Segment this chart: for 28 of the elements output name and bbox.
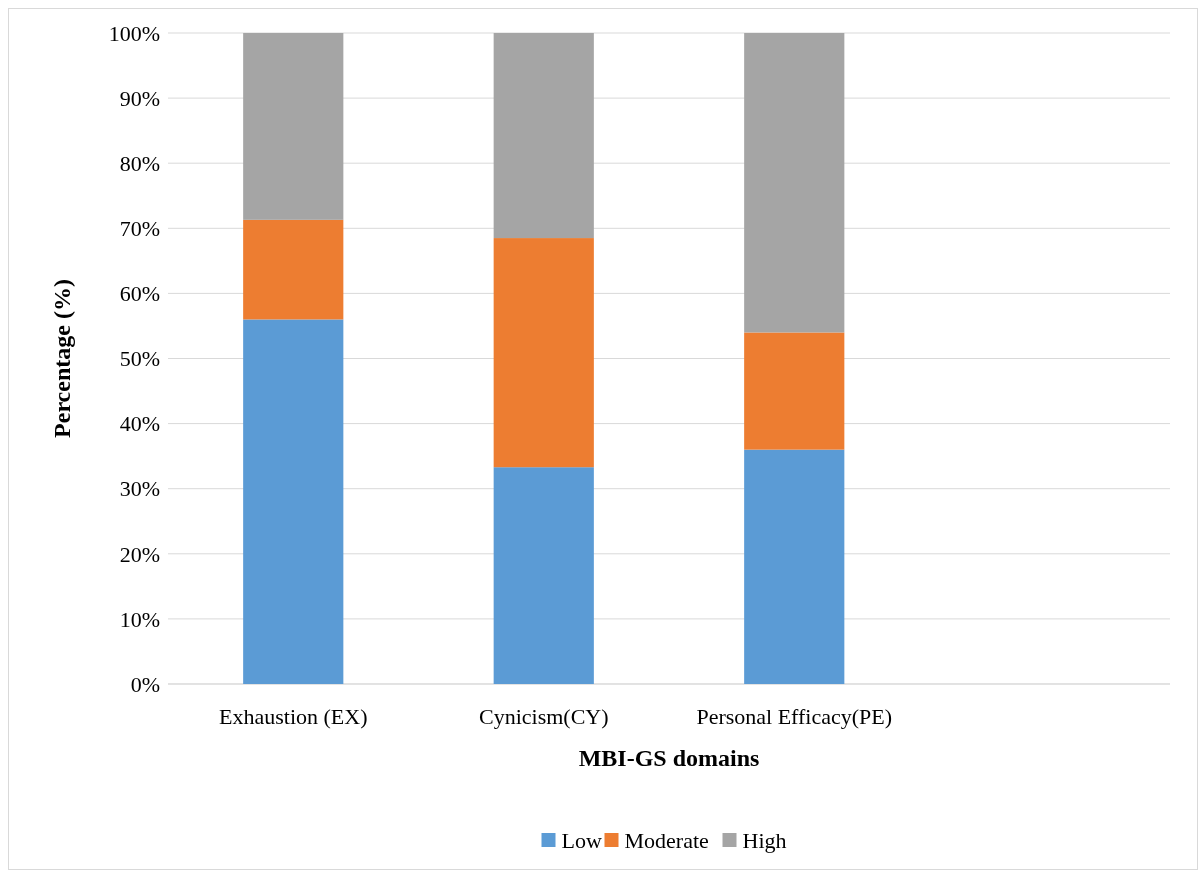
legend-label: Low bbox=[561, 827, 602, 853]
y-tick-label: 70% bbox=[119, 216, 160, 241]
legend-label: Moderate bbox=[624, 827, 709, 853]
bar bbox=[744, 33, 845, 333]
bar bbox=[744, 449, 845, 684]
bar bbox=[493, 33, 594, 239]
bar bbox=[744, 332, 845, 450]
y-tick-label: 30% bbox=[119, 476, 160, 502]
y-tick-label: 10% bbox=[119, 606, 160, 632]
bar bbox=[243, 319, 344, 684]
y-tick-label: 40% bbox=[119, 411, 160, 437]
y-tick-label: 0% bbox=[130, 671, 160, 697]
x-tick-label: Cynicism(CY) bbox=[478, 704, 609, 729]
x-tick-label: Personal Efficacy(PE) bbox=[696, 704, 893, 729]
y-axis-title: Percentage (%) bbox=[49, 279, 75, 438]
x-axis-title: MBI-GS domains bbox=[578, 745, 760, 771]
y-tick-label: 100% bbox=[108, 20, 160, 46]
y-tick-label: 90% bbox=[119, 85, 160, 111]
y-tick-label: 20% bbox=[119, 541, 160, 567]
y-tick-label: 80% bbox=[119, 150, 160, 176]
x-tick-label: Exhaustion (EX) bbox=[219, 704, 368, 729]
bar bbox=[493, 238, 594, 468]
y-tick-label: 50% bbox=[119, 346, 160, 372]
bar bbox=[243, 219, 344, 320]
bar bbox=[493, 467, 594, 684]
legend-label: High bbox=[742, 827, 787, 853]
y-tick-label: 60% bbox=[119, 281, 160, 307]
bar bbox=[243, 33, 344, 220]
